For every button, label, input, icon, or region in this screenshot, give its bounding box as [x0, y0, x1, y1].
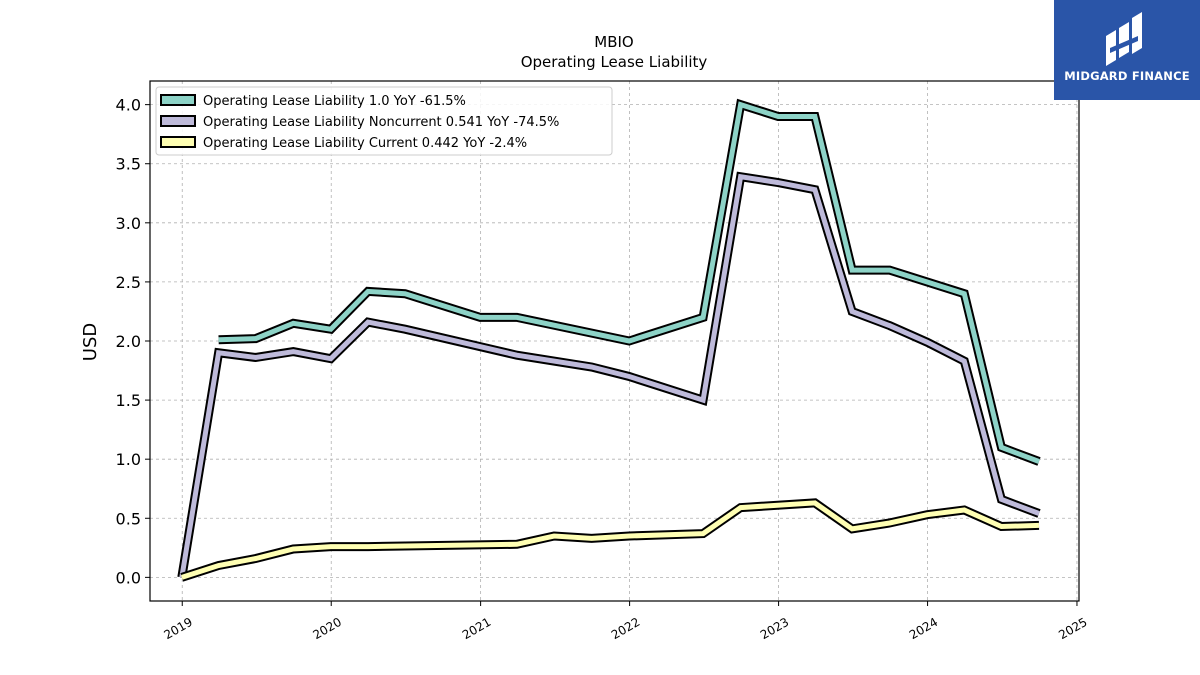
x-tick-label: 2021	[460, 615, 493, 642]
y-tick-label: 0.0	[116, 568, 141, 587]
chart-title: MBIO	[594, 33, 633, 51]
legend-swatch-3	[160, 136, 196, 148]
chart-subtitle: Operating Lease Liability	[521, 53, 708, 71]
x-tick-label: 2025	[1056, 615, 1089, 642]
legend: Operating Lease Liability 1.0 YoY -61.5%…	[155, 86, 613, 156]
x-tick-label: 2022	[609, 615, 642, 642]
series-line-2	[179, 173, 1040, 578]
legend-label-3: Operating Lease Liability Current 0.442 …	[203, 136, 527, 151]
series-line-1	[218, 101, 1040, 464]
y-tick-label: 3.0	[116, 214, 141, 233]
x-tick-label: 2019	[162, 615, 195, 642]
y-tick-label: 1.0	[116, 450, 141, 469]
y-tick-label: 3.5	[116, 155, 141, 174]
series-line-3	[181, 500, 1040, 580]
legend-label-2: Operating Lease Liability Noncurrent 0.5…	[203, 115, 559, 130]
y-tick-label: 2.0	[116, 332, 141, 351]
y-tick-label: 4.0	[116, 96, 141, 115]
series-group	[177, 98, 1041, 582]
brand-logo: MIDGARD FINANCE	[1054, 0, 1200, 100]
series-outline-1	[218, 98, 1041, 466]
y-tick-label: 2.5	[116, 273, 141, 292]
series-outline-3	[180, 498, 1040, 582]
legend-label-1: Operating Lease Liability 1.0 YoY -61.5%	[203, 94, 466, 109]
x-tick-label: 2023	[758, 615, 791, 642]
x-tick-label: 2020	[311, 615, 344, 642]
logo-mark-icon	[1106, 12, 1142, 66]
y-axis-label: USD	[80, 323, 101, 361]
y-tick-label: 1.5	[116, 391, 141, 410]
x-tick-label: 2024	[907, 615, 940, 642]
legend-swatch-2	[160, 115, 196, 127]
logo-text: MIDGARD FINANCE	[1064, 69, 1190, 83]
plot-frame	[149, 80, 1080, 602]
legend-swatch-1	[160, 94, 196, 106]
y-tick-label: 0.5	[116, 509, 141, 528]
legend-box	[155, 86, 613, 156]
